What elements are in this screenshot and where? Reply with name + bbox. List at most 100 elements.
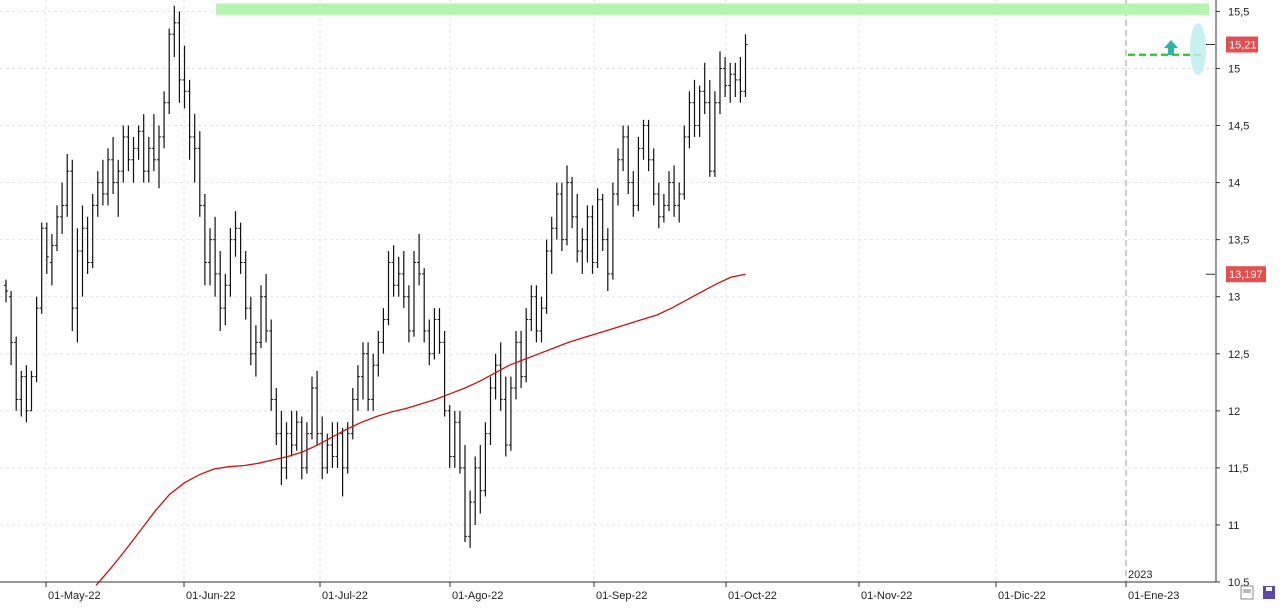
last-price-value: 15,21 [1229,40,1257,52]
ohlc-bar [554,182,559,240]
ohlc-bar [386,251,391,326]
ohlc-bar [417,233,422,286]
x-tick-label: 01-Dic-22 [998,590,1046,602]
ohlc-bar [590,205,595,274]
ohlc-bar [610,182,615,280]
ohlc-bar [95,171,100,217]
resistance-zone [216,3,1209,15]
ohlc-bar [197,131,202,217]
ohlc-bar [157,125,161,189]
ohlc-bar [34,296,39,383]
moving-average-line [95,273,746,586]
ohlc-bar [733,62,738,97]
axes: 10,51111,51212,51313,51414,51515,501-May… [0,0,1249,602]
ohlc-bar [177,11,182,103]
ohlc-bar [483,422,488,497]
ohlc-bar [223,273,228,326]
ohlc-bar [172,5,177,58]
ohlc-bar [182,45,187,109]
ohlc-bar [253,325,258,377]
ohlc-bar [712,91,717,177]
ohlc-bar [294,410,299,451]
ohlc-bar [218,251,223,331]
ohlc-bar [279,410,284,485]
ohlc-bar [575,194,580,263]
y-tick-label: 11 [1228,520,1239,532]
ohlc-bar [488,376,493,446]
ohlc-bar [672,165,677,217]
ohlc-bar [111,136,116,194]
ohlc-bar [478,445,483,514]
ohlc-bar [524,308,529,383]
ohlc-bar [503,376,508,457]
ohlc-bar [381,308,386,354]
toolbar-icons [1240,585,1275,600]
ohlc-bar [85,216,90,274]
ohlc-bar [366,342,371,411]
ohlc-bar [187,79,192,160]
ohlc-bar [310,376,314,440]
ohlc-bar [631,171,636,217]
ohlc-bar [406,285,411,343]
x-tick-label: 01-Sep-22 [596,590,647,602]
ohlc-bar [65,154,70,217]
ohlc-bar [570,176,575,229]
ohlc-bar [616,148,620,206]
print-icon-detail [1243,589,1251,593]
x-tick-label: 01-Nov-22 [861,590,912,602]
up-arrow-icon [1164,40,1178,55]
ohlc-bar [723,57,728,97]
ohlc-bar [457,410,462,474]
ohlc-bar [738,57,743,103]
ohlc-bar [90,194,95,269]
ohlc-bar [9,291,14,366]
ohlc-bar [432,308,437,360]
ohlc-bar [626,125,631,194]
ohlc-bar [60,182,65,234]
y-tick-label: 12,5 [1228,349,1249,361]
ohlc-bar [412,251,416,337]
moving-average-price-value: 13,197 [1229,269,1263,281]
ohlc-bar [126,125,131,172]
ohlc-bar [396,256,401,297]
annotation-layer [216,3,1209,76]
ohlc-bar [600,194,605,252]
ohlc-bar [544,239,549,314]
ohlc-bar [80,205,85,297]
ohlc-bar [167,28,172,115]
ohlc-bar [39,222,44,314]
ohlc-bar [391,245,396,297]
ohlc-bar [498,342,503,411]
ohlc-bar [192,114,197,183]
ohlc-bar [315,370,320,446]
ohlc-bar [289,410,294,457]
last-price-badge [1226,36,1258,53]
ohlc-bar [304,422,309,474]
y-tick-label: 14 [1228,178,1240,190]
ohlc-bar [641,119,646,160]
ohlc-bar [141,114,146,183]
ohlc-bar [340,427,345,497]
ohlc-bar [468,490,473,548]
ohlc-bar [208,228,212,286]
ohlc-bar [692,79,697,137]
ohlc-bar [238,222,243,274]
x-tick-label: 01-Ene-23 [1128,590,1179,602]
price-bars [4,5,748,548]
ohlc-bar [162,91,167,149]
ohlc-bar [427,319,432,366]
ohlc-bar [116,159,121,217]
ohlc-bar [728,62,733,103]
ohlc-bar [70,159,75,331]
ohlc-bar [473,456,478,525]
ohlc-bar [595,188,600,269]
ohlc-bar [259,285,263,349]
ohlc-bar [24,365,29,423]
ohlc-bar [667,171,671,212]
ohlc-bar [264,273,269,343]
ohlc-bar [345,422,350,474]
price-badges: 15,21 13,197 [1206,36,1266,283]
y-tick-label: 15,5 [1228,6,1249,18]
ohlc-bar [44,222,49,274]
